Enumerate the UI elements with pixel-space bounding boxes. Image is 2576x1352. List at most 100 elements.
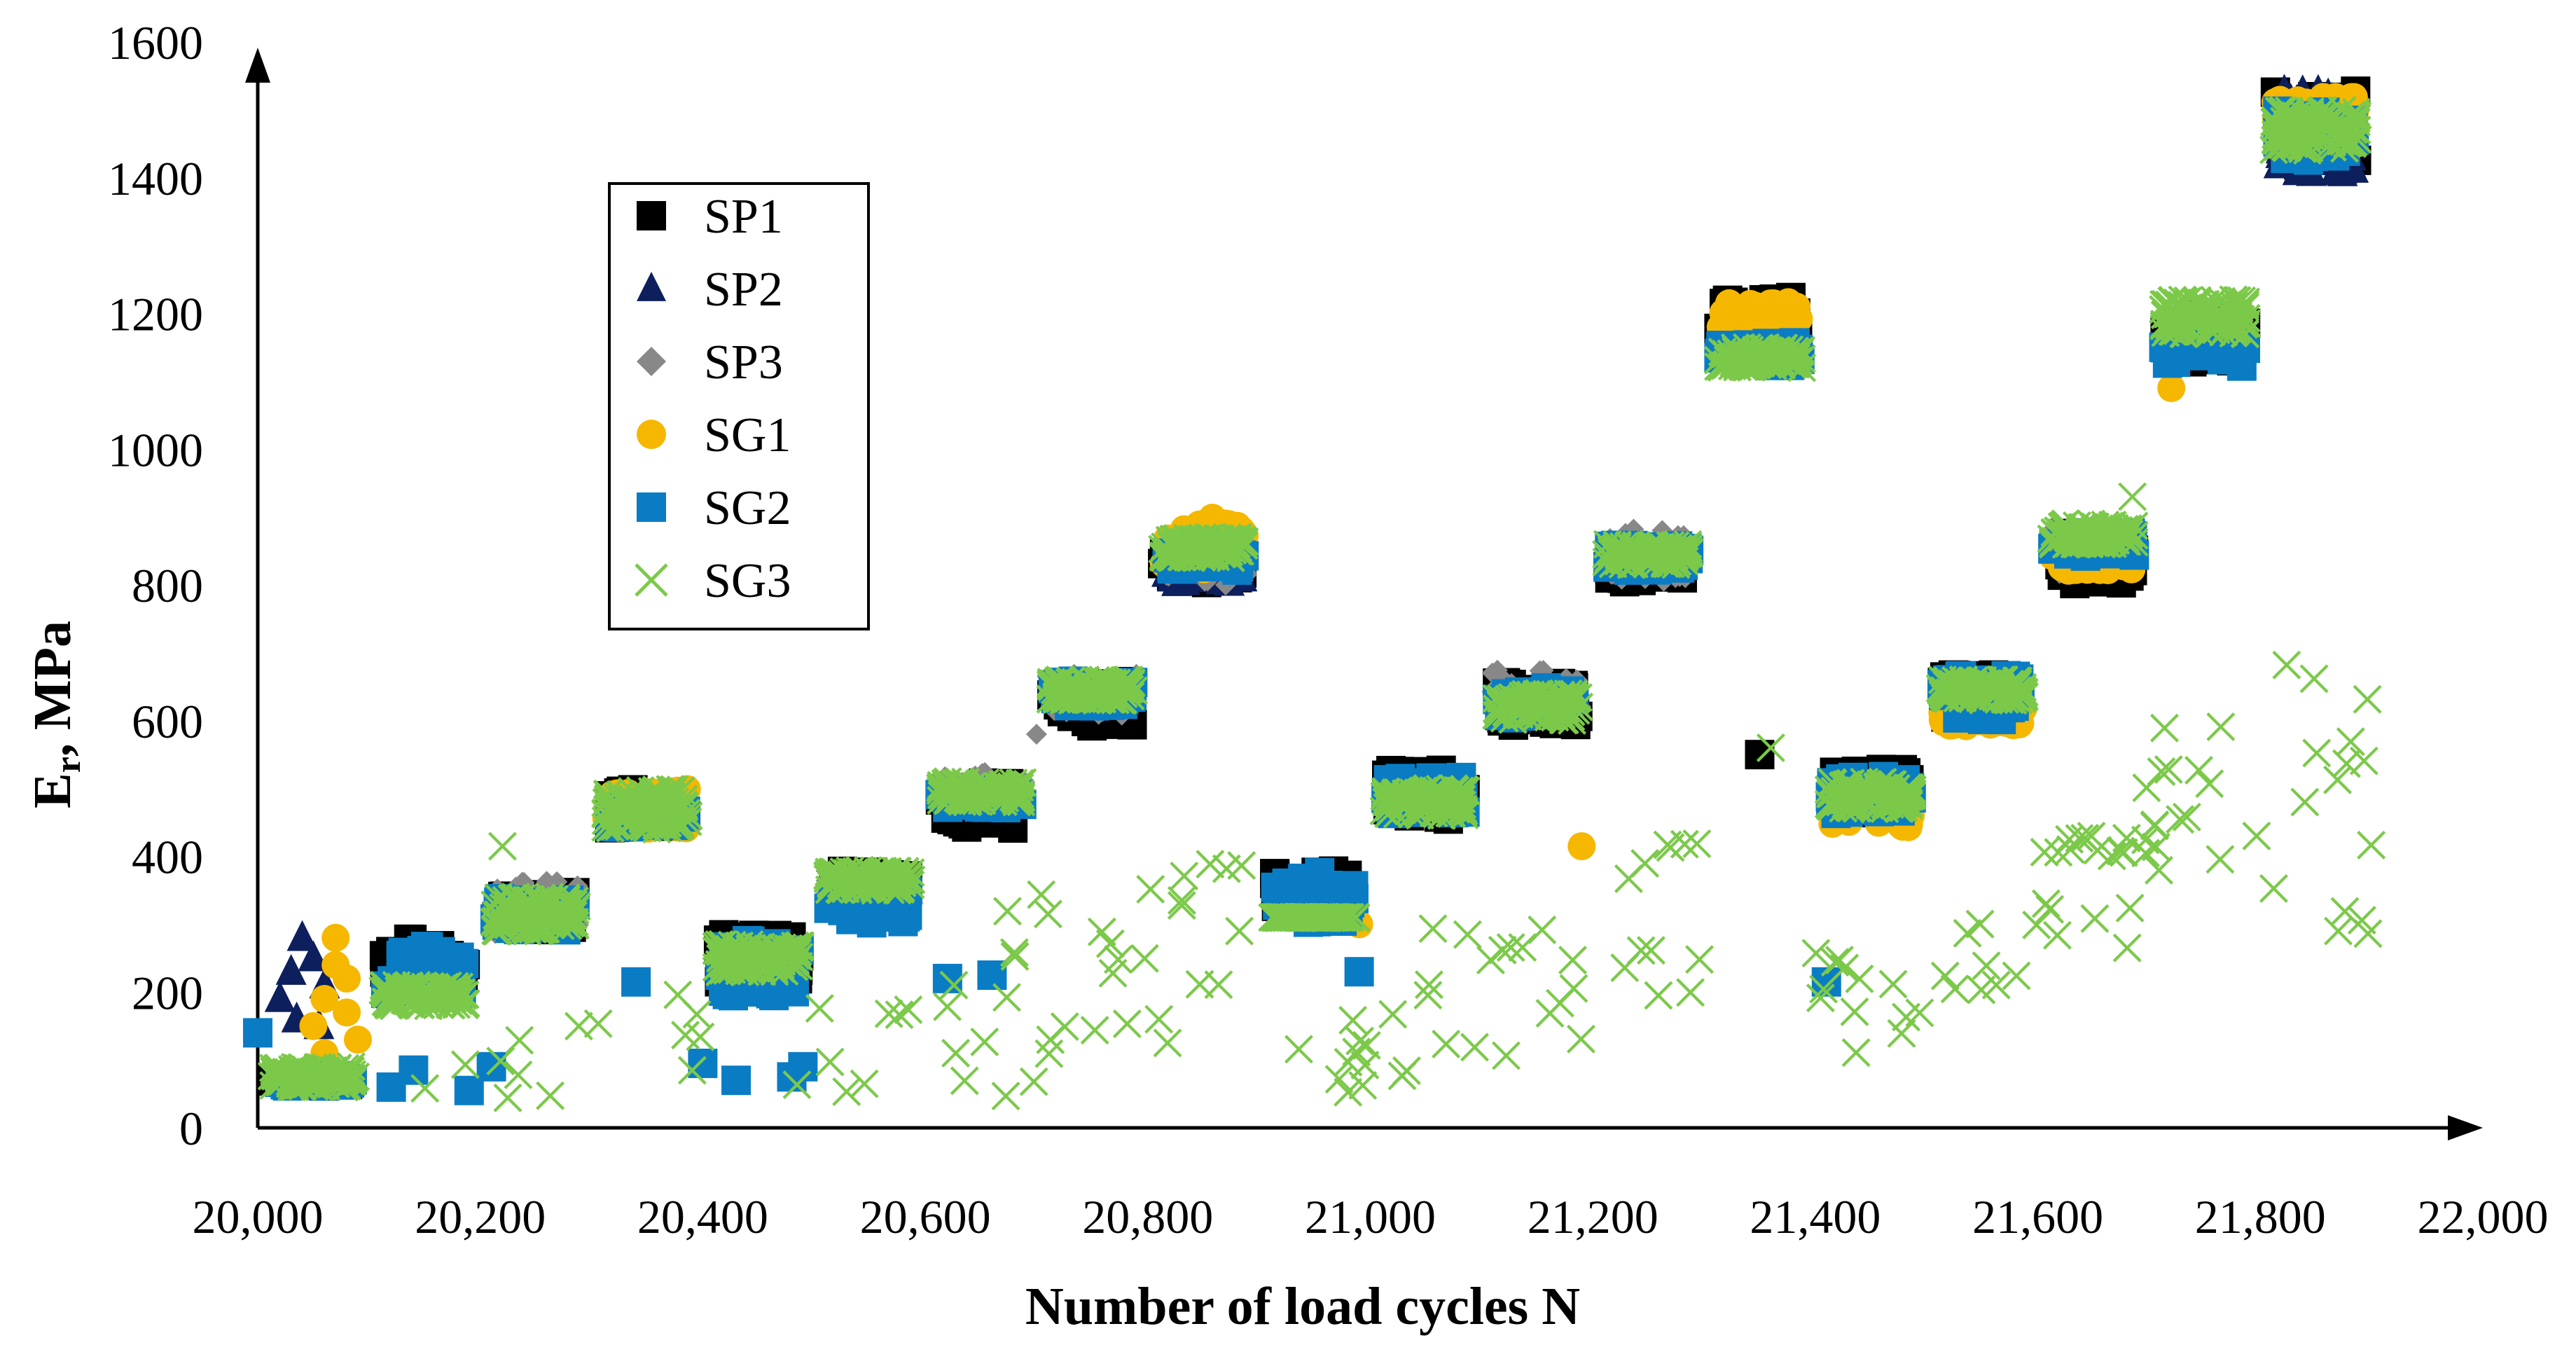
sg3-point [2195,769,2224,799]
sg3-point [1491,1041,1521,1070]
sg3-point [673,807,702,836]
sg3-point [1487,691,1516,721]
sg3-point [886,874,915,904]
sg3-point [1338,1005,1368,1035]
sg3-point [2141,832,2170,862]
sg3-point [894,995,923,1024]
sg1-point [299,1012,328,1040]
sg3-point [1112,1009,1142,1039]
sg3-point [950,1066,979,1096]
sg3-point [1196,850,1225,879]
series-sg2 [243,96,2369,1105]
x-tick-label: 21,600 [1972,1190,2103,1243]
sg3-point [890,857,920,886]
x-tick-label: 20,600 [860,1190,991,1243]
sg3-point [2097,841,2126,871]
sg3-point [410,1074,440,1103]
sg3-point [1892,1002,1921,1032]
legend-marker-sg2 [637,492,666,522]
sg3-point [934,785,963,814]
sg3-point [482,906,511,935]
sg3-point [1972,951,2001,981]
sg3-point [1336,902,1365,932]
sg3-point [1027,880,1056,909]
sg3-point [583,1009,613,1038]
sg3-point [2084,526,2114,556]
sg3-point [2206,712,2236,742]
sg2-point [888,906,918,937]
sg3-point [2140,810,2170,839]
sg3-point [1636,936,1666,965]
sg3-point [2184,755,2213,785]
sg3-point [2353,684,2382,714]
sg3-point [1764,347,1793,377]
sg3-point [887,866,917,895]
sg3-point [885,1000,914,1029]
sg3-point [2118,482,2147,511]
sg3-point [941,1038,971,1068]
sg3-point [1394,796,1424,826]
sg3-point [1378,1000,1408,1029]
sg3-point [1965,909,1995,939]
sg3-point [644,783,674,813]
sg3-point [1460,1033,1489,1062]
sg3-point [2205,845,2235,874]
sg3-point [706,944,735,973]
sg3-point [1756,733,1785,762]
sg3-point [874,999,903,1028]
sg3-point [277,1066,305,1096]
sg3-point [2131,839,2161,868]
legend-marker-sp3 [637,347,666,376]
sg3-point [492,885,521,915]
sg3-point [1610,953,1640,983]
sg3-point [1499,694,1528,723]
sg3-point [782,936,812,965]
sg3-point [2272,650,2301,680]
sg3-point [1289,902,1319,932]
sg3-point [2323,765,2353,794]
sg3-point [2112,933,2142,963]
sg3-point [1721,335,1750,364]
sg3-point [555,892,585,922]
sg3-point [1087,917,1116,946]
sg3-point [1659,546,1688,576]
sg3-point [501,883,530,912]
sg3-point [1878,970,1908,999]
sg3-point [1453,920,1482,949]
legend-marker-sp1 [637,201,666,230]
sg3-point [2115,893,2145,923]
sg2-point [688,1048,718,1078]
sg2-point [788,1051,818,1082]
legend-marker-sp2 [637,271,666,301]
sg3-point [1653,830,1682,860]
sg3-point [1940,974,1969,1004]
sg2-point [243,1018,272,1048]
sg3-point [2145,855,2173,885]
x-tick-label: 20,400 [637,1190,768,1243]
sg3-point [665,808,695,837]
sg3-point [1019,1067,1048,1096]
sg3-point [988,769,1018,799]
y-tick-label: 400 [132,831,203,884]
sg1-point [321,923,350,952]
sg3-point [2313,123,2342,152]
sg3-point [1170,861,1199,890]
sg3-point [2290,787,2320,817]
sg3-point [815,1047,845,1077]
sg3-point [620,803,649,832]
sg3-point [1820,948,1850,977]
sg3-point [1685,945,1715,974]
sg3-point [729,953,759,983]
sg3-point [649,811,678,841]
sg3-point [2056,523,2086,553]
sg3-point [939,970,969,1000]
y-axis-title-main: E [23,773,82,808]
sg3-point [826,876,856,905]
sg2-point [444,942,474,972]
sg3-point [1430,779,1460,808]
sg3-point [2092,513,2121,542]
sg3-point [1566,1024,1595,1054]
legend-marker-sg3 [635,563,668,597]
sp2-point [275,953,307,985]
sg3-point [2109,838,2138,867]
